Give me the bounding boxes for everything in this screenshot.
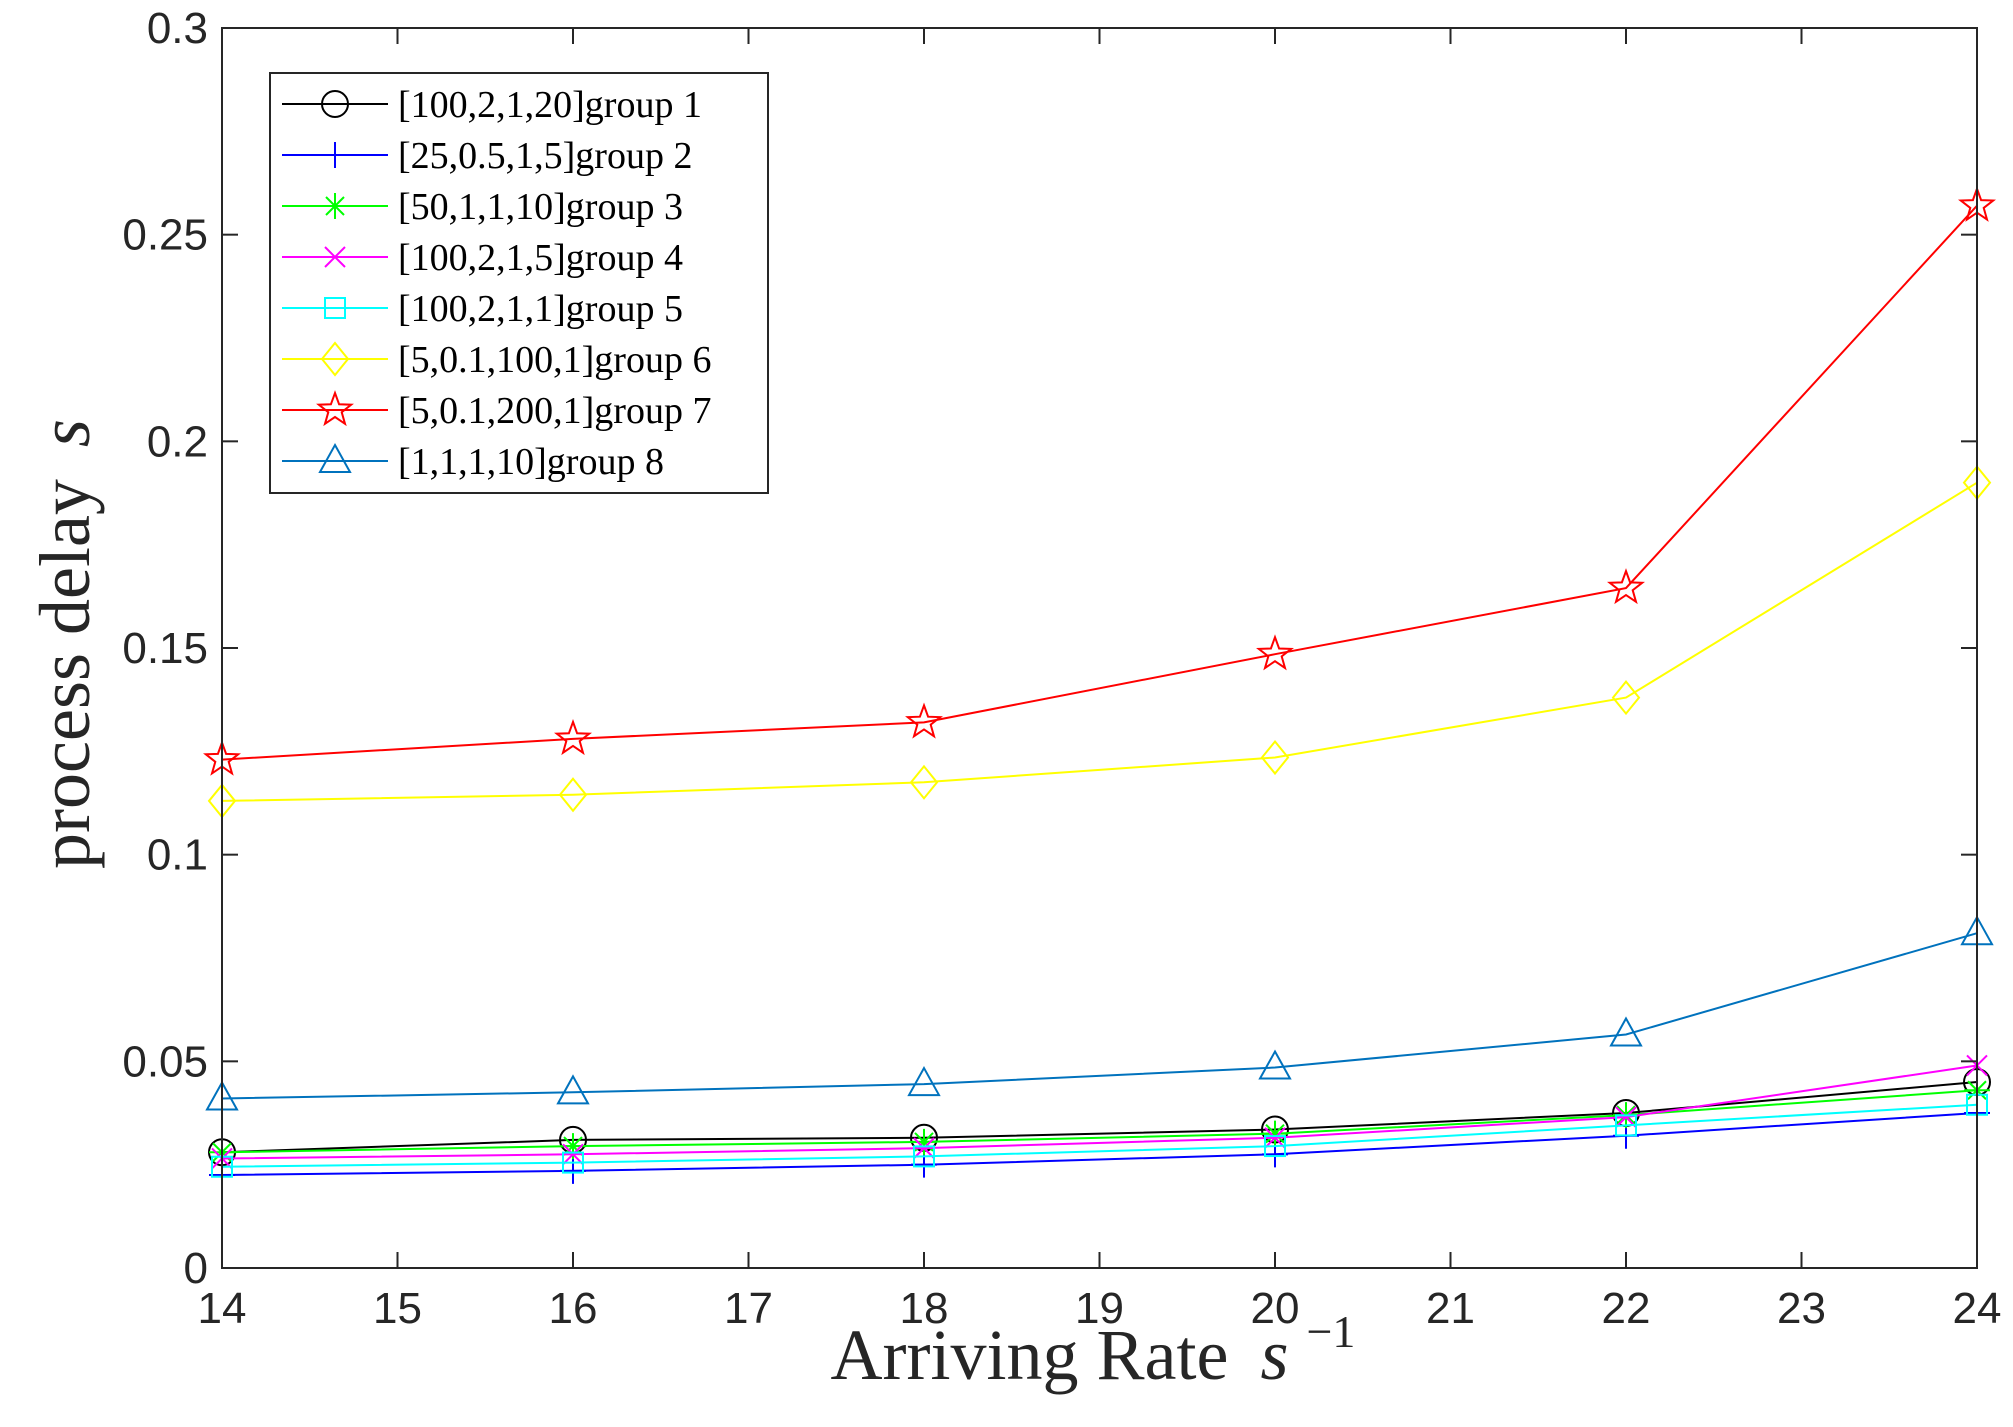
data-point [1609,1016,1643,1047]
series-line-group-2 [221,1112,1978,1176]
data-point [913,1145,935,1168]
data-point [560,1133,586,1160]
legend-entry: [100,2,1,20]group 1 [282,84,702,126]
data-point [1256,634,1294,671]
legend-marker [324,246,346,268]
data-point [556,1074,590,1105]
x-tick-label: 19 [1075,1284,1124,1333]
data-point [1615,1106,1637,1128]
data-point [562,1151,584,1174]
x-tick-label: 20 [1251,1284,1300,1333]
data-point [1260,739,1290,776]
legend-entry: [100,2,1,5]group 4 [282,237,683,279]
series-group-4 [211,1054,1988,1170]
series-line-group-7 [221,205,1978,761]
y-tick-label: 0 [184,1244,208,1293]
legend-label: [100,2,1,20]group 1 [398,84,702,126]
legend-entry: [1,1,1,10]group 8 [282,441,664,483]
x-tick-label: 22 [1602,1284,1651,1333]
legend-entry: [5,0.1,200,1]group 7 [282,390,711,432]
x-tick-label: 23 [1777,1284,1826,1333]
legend-marker [318,442,352,473]
data-point [909,764,939,800]
x-tick-label: 18 [900,1284,949,1333]
data-point [554,718,592,756]
data-point [1264,1135,1286,1158]
x-tick-label: 17 [724,1284,773,1333]
y-tick-label: 0.1 [147,831,208,880]
data-point [1262,1120,1288,1147]
y-axis-title: process delay s [25,419,105,869]
axis-titles: Arriving Rate s −1 process delay s [25,419,1355,1395]
legend-marker [324,297,346,319]
legend-marker [322,142,348,168]
legend-label: [5,0.1,100,1]group 6 [398,339,711,381]
legend-box [269,72,769,494]
y-tick-label: 0.2 [147,417,208,466]
data-point [1264,1127,1286,1149]
legend-marker [320,341,350,377]
legend-marker [316,390,354,427]
series-line-group-8 [221,932,1978,1100]
x-tick-label: 24 [1953,1284,2002,1333]
data-point [1611,680,1641,716]
data-point [562,1143,584,1166]
legend-label: [1,1,1,10]group 8 [398,441,664,483]
legend-entry: [25,0.5,1,5]group 2 [282,135,692,177]
data-point [911,1128,937,1155]
series-group-8 [205,915,1994,1111]
data-point [558,777,588,813]
legend-marker [321,90,349,118]
data-point [1258,1049,1292,1080]
data-point [1615,1114,1637,1137]
series-line-group-5 [221,1103,1978,1168]
legend-label: [25,0.5,1,5]group 2 [398,135,692,177]
data-point [905,702,943,739]
x-tick-label: 14 [198,1284,247,1333]
y-tick-label: 0.3 [147,4,208,53]
data-point [913,1137,935,1159]
legend-label: [100,2,1,5]group 4 [398,237,683,279]
data-point [907,1066,941,1097]
series-layer [203,185,1996,1188]
x-tick-label: 15 [373,1284,422,1333]
legend-entry: [5,0.1,100,1]group 6 [282,339,711,381]
series-line-group-3 [221,1089,1978,1154]
legend-label: [100,2,1,1]group 5 [398,288,683,330]
y-tick-label: 0.15 [122,624,208,673]
x-tick-label: 16 [549,1284,598,1333]
legend-entry: [50,1,1,10]group 3 [282,186,683,228]
data-point [1607,568,1645,605]
series-line-group-6 [221,481,1978,802]
legend-entry: [100,2,1,1]group 5 [282,288,683,330]
axes-layer: 14 15 16 17 18 19 20 21 22 23 24 0 0.05 0.1 0.15 0.2 0.2… [122,4,2001,1333]
legend: [100,2,1,20]group 1 [25,0.5,1,5]group 2 [5… [269,72,769,494]
legend-label: [50,1,1,10]group 3 [398,186,683,228]
legend-label: [5,0.1,200,1]group 7 [398,390,711,432]
series-line-group-4 [221,1064,1978,1160]
x-tick-label: 21 [1426,1284,1475,1333]
series-group-7 [203,185,1996,776]
y-tick-label: 0.05 [122,1037,208,1086]
x-axis-title: Arriving Rate s −1 [831,1306,1356,1395]
y-tick-label: 0.25 [122,211,208,260]
legend-marker [322,193,348,219]
